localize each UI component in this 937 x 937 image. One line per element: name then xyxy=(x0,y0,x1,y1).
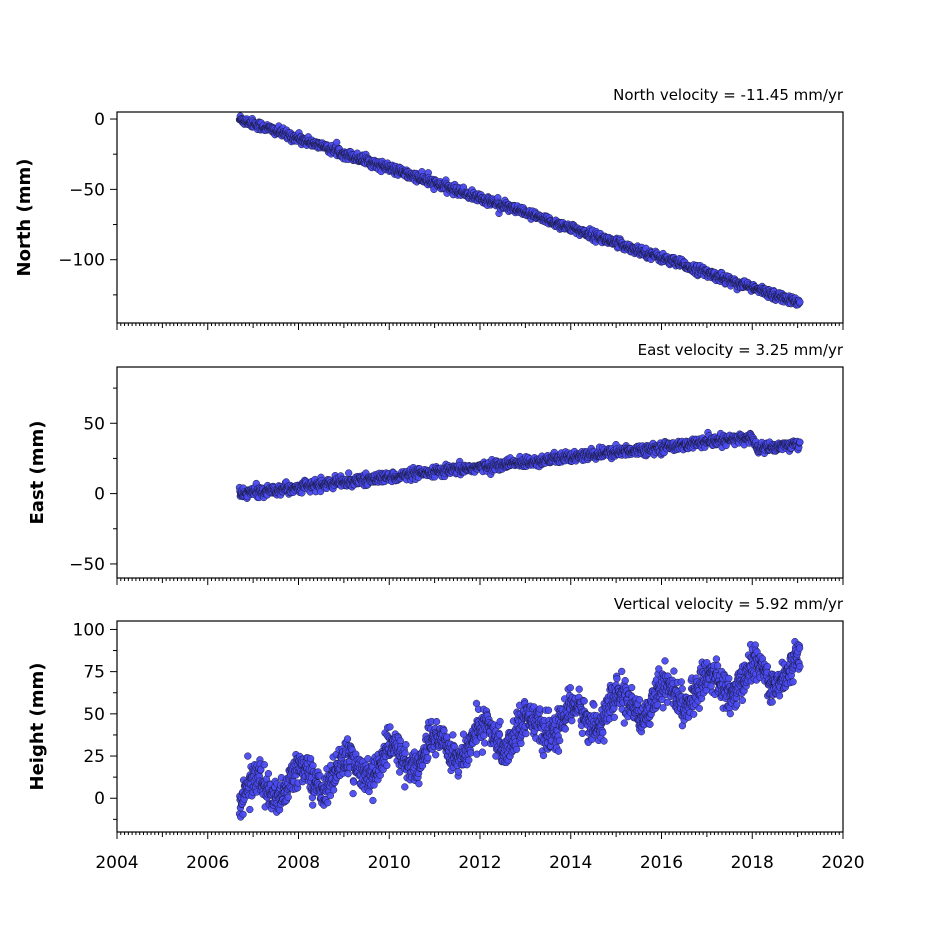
data-point xyxy=(495,730,504,739)
y-tick-label: −50 xyxy=(69,180,105,200)
data-point xyxy=(239,810,247,818)
y-tick-label: −50 xyxy=(69,555,105,575)
data-point xyxy=(402,741,410,749)
data-points xyxy=(235,428,804,502)
data-point xyxy=(401,749,409,757)
data-point xyxy=(309,761,317,770)
y-tick-label: 50 xyxy=(83,414,105,434)
data-point xyxy=(580,697,588,705)
data-point xyxy=(369,796,377,805)
north-panel: 0 −50 −100 North (mm) North velocity = -11.4… xyxy=(14,86,844,330)
data-points xyxy=(235,637,804,821)
data-point xyxy=(284,793,292,801)
data-point xyxy=(628,683,636,692)
data-point xyxy=(544,706,553,714)
data-point xyxy=(678,685,686,693)
data-point xyxy=(432,717,441,726)
data-point xyxy=(590,701,598,709)
data-point xyxy=(618,667,626,676)
data-point xyxy=(309,801,317,809)
data-point xyxy=(343,735,352,743)
data-point xyxy=(496,717,504,726)
velocity-annotation: North velocity = -11.45 mm/yr xyxy=(613,86,844,104)
data-point xyxy=(246,805,254,814)
velocity-annotation: East velocity = 3.25 mm/yr xyxy=(638,341,844,359)
y-axis-label: East (mm) xyxy=(27,421,48,525)
data-point xyxy=(383,761,391,770)
data-point xyxy=(478,748,487,756)
data-point xyxy=(329,786,338,794)
data-point xyxy=(459,730,468,738)
data-point xyxy=(345,469,353,477)
data-point xyxy=(661,657,669,665)
data-point xyxy=(333,138,341,147)
data-point xyxy=(349,789,357,798)
data-point xyxy=(610,713,618,721)
y-tick-label: 0 xyxy=(94,485,105,505)
data-point xyxy=(635,696,644,704)
data-point xyxy=(449,731,457,739)
y-tick-label: −100 xyxy=(58,251,105,271)
data-point xyxy=(796,298,804,306)
data-point xyxy=(324,799,332,807)
data-point xyxy=(306,754,315,763)
data-point xyxy=(556,736,564,745)
data-point xyxy=(568,717,576,725)
data-point xyxy=(244,752,252,760)
data-point xyxy=(264,769,273,778)
y-axis-label: North (mm) xyxy=(14,159,35,277)
data-point xyxy=(466,749,475,757)
data-point xyxy=(796,438,804,446)
data-point xyxy=(659,704,667,712)
data-point xyxy=(677,678,685,686)
data-point xyxy=(600,737,608,745)
data-point xyxy=(424,754,432,762)
data-point xyxy=(695,704,703,712)
east-panel: 50 0 −50 East (mm) East velocity = 3.25 mm/y… xyxy=(27,341,844,585)
data-point xyxy=(440,727,448,735)
data-point xyxy=(432,751,440,759)
data-point xyxy=(386,723,394,731)
data-point xyxy=(350,778,358,786)
data-point xyxy=(536,705,544,713)
data-point xyxy=(401,783,409,791)
y-tick-label: 0 xyxy=(94,110,105,130)
data-point xyxy=(599,729,607,737)
data-point xyxy=(260,761,268,769)
data-point xyxy=(415,780,423,788)
data-points xyxy=(235,112,804,309)
data-point xyxy=(454,768,463,776)
data-point xyxy=(465,756,473,764)
data-point xyxy=(578,729,587,737)
data-point xyxy=(646,720,654,728)
data-point xyxy=(517,739,525,748)
data-point xyxy=(613,674,621,683)
data-point xyxy=(522,729,530,738)
data-point xyxy=(566,684,574,692)
data-point xyxy=(620,719,628,727)
data-point xyxy=(512,745,521,753)
data-point xyxy=(575,685,583,693)
data-point xyxy=(561,725,569,733)
data-point xyxy=(670,667,678,675)
data-point xyxy=(539,751,548,760)
data-point xyxy=(554,747,563,755)
data-point xyxy=(621,676,629,685)
data-point xyxy=(690,710,698,718)
